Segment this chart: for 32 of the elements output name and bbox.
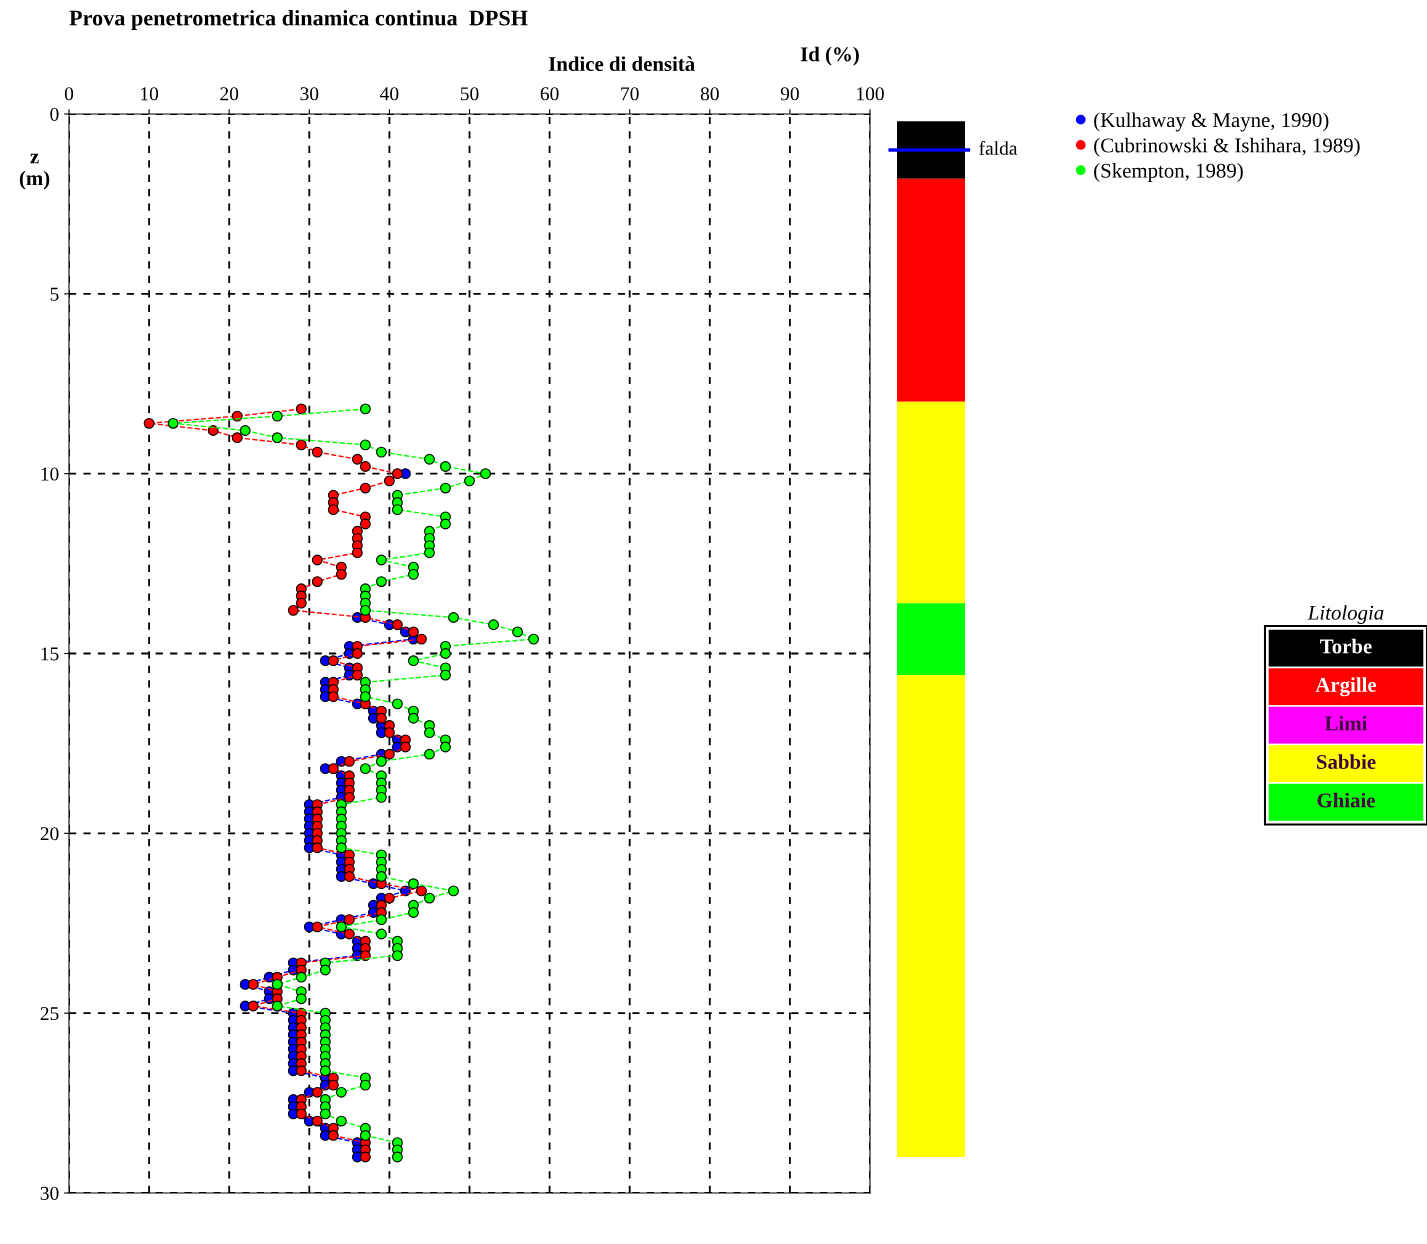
text: falda <box>979 140 1018 155</box>
x-tick-label: 10 <box>141 87 159 101</box>
category-label: Torbe <box>1320 638 1372 654</box>
legend-label: (Kulhaway & Mayne, 1990) <box>1094 112 1329 132</box>
y-tick-label: 10 <box>41 467 59 481</box>
chart-title: Prova penetrometrica dinamica continua DPSH <box>69 9 528 31</box>
x-tick-label: 50 <box>460 87 479 101</box>
x-tick-label: 60 <box>540 87 559 101</box>
x-tick-label: 0 <box>64 87 74 101</box>
category-label: Sabbie <box>1317 754 1376 769</box>
x-axis-title: Indice di densità <box>548 56 695 72</box>
y-tick-label: 30 <box>40 1186 59 1200</box>
y-axis-title: z (m) <box>19 153 50 190</box>
category-label: Limi <box>1324 715 1368 731</box>
category-label: Argille <box>1315 677 1377 697</box>
legend-label: (Skempton, 1989) <box>1094 163 1243 182</box>
y-tick-label: 5 <box>50 287 59 301</box>
x-tick-label: 80 <box>700 87 719 101</box>
legend-title: Litologia <box>1307 605 1384 625</box>
x-tick-label: 70 <box>621 87 639 101</box>
y-tick-label: 20 <box>40 827 59 841</box>
y-tick-label: 25 <box>40 1007 59 1021</box>
y-tick-label: 15 <box>41 647 59 661</box>
x-tick-label: 40 <box>380 87 399 101</box>
text: Id (%) <box>800 46 859 66</box>
x-tick-label: 100 <box>857 87 884 101</box>
y-tick-label: 0 <box>50 107 59 121</box>
x-tick-label: 30 <box>300 87 319 101</box>
category-label: Ghiaie <box>1317 792 1375 808</box>
legend-label: (Cubrinowski & Ishihara, 1989) <box>1094 137 1360 157</box>
x-tick-label: 90 <box>780 87 799 101</box>
x-tick-label: 20 <box>220 87 239 101</box>
